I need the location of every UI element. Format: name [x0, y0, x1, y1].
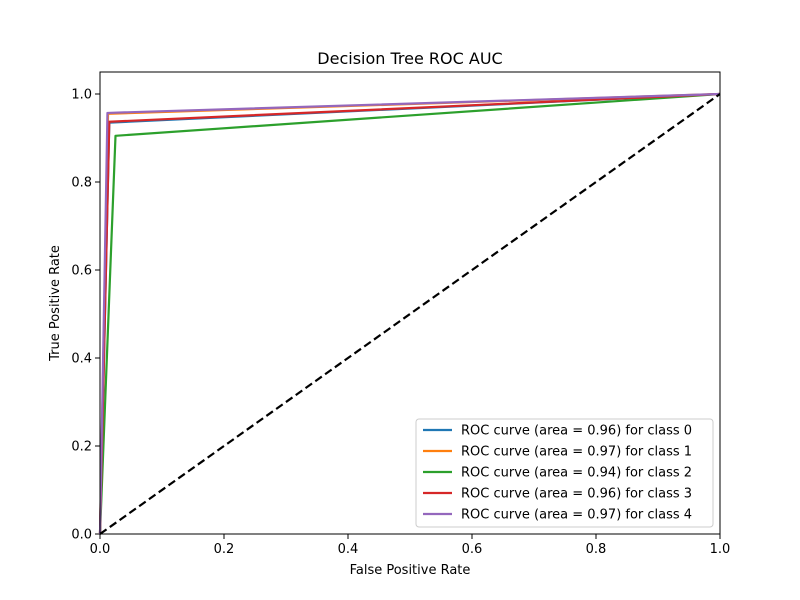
roc-curve-class-2 [98, 92, 721, 535]
roc-curve-class-4 [98, 92, 721, 535]
y-tick-label: 0.2 [71, 440, 92, 455]
y-tick-label: 0.0 [71, 528, 92, 543]
y-tick-label: 0.6 [71, 264, 92, 279]
legend-box [415, 418, 714, 528]
chance-diagonal-line [99, 93, 721, 535]
y-axis-title: True Positive Rate [48, 245, 63, 362]
x-tick-label: 0.8 [586, 542, 607, 557]
legend-label: ROC curve (area = 0.94) for class 2 [461, 466, 692, 481]
y-tick-label: 0.8 [71, 176, 92, 191]
legend-label: ROC curve (area = 0.96) for class 0 [461, 424, 692, 439]
x-tick-label: 1.0 [710, 542, 731, 557]
y-tick-label: 0.4 [71, 352, 92, 367]
legend-label: ROC curve (area = 0.97) for class 1 [461, 445, 692, 460]
x-tick-label: 0.4 [338, 542, 359, 557]
chart-title: Decision Tree ROC AUC [317, 49, 502, 68]
x-tick-label: 0.2 [214, 542, 235, 557]
x-tick-label: 0.6 [462, 542, 483, 557]
axis-ticks: 0.0 0.2 0.4 0.6 0.8 1.0 0.0 0.2 0.4 0.6 0.8 1.0 [71, 88, 730, 558]
x-axis-title: False Positive Rate [350, 563, 471, 578]
plot-frame [99, 71, 721, 535]
x-tick-label: 0.0 [90, 542, 111, 557]
legend-label: ROC curve (area = 0.96) for class 3 [461, 487, 692, 502]
y-tick-label: 1.0 [71, 88, 92, 103]
roc-curves [98, 92, 721, 535]
legend-label: ROC curve (area = 0.97) for class 4 [461, 508, 692, 523]
legend: ROC curve (area = 0.96) for class 0 ROC c… [415, 418, 714, 528]
